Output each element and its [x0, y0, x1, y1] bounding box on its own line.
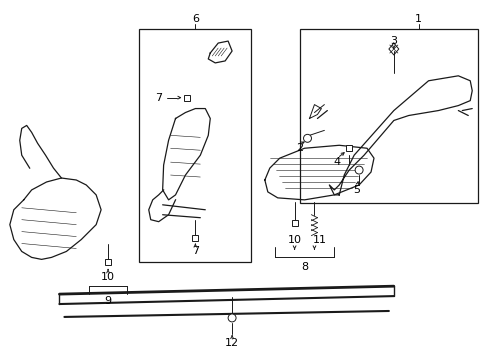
- Text: 11: 11: [312, 234, 326, 244]
- Text: 2: 2: [295, 143, 303, 153]
- Text: 4: 4: [333, 157, 340, 167]
- Circle shape: [303, 134, 311, 142]
- Text: 5: 5: [353, 185, 360, 195]
- Circle shape: [228, 314, 236, 322]
- Text: 7: 7: [191, 247, 199, 256]
- Bar: [299, 29, 477, 203]
- Bar: [184, 95, 190, 100]
- Bar: [105, 260, 111, 265]
- Text: 12: 12: [224, 338, 239, 348]
- Text: 3: 3: [389, 36, 397, 46]
- Text: 10: 10: [101, 272, 115, 282]
- Text: 6: 6: [191, 14, 199, 24]
- Circle shape: [354, 166, 362, 174]
- Bar: [139, 29, 250, 262]
- Bar: [346, 145, 351, 151]
- Text: 9: 9: [104, 296, 111, 306]
- Text: 8: 8: [300, 262, 307, 272]
- Bar: [291, 220, 297, 226]
- Text: 1: 1: [414, 14, 421, 24]
- Bar: [192, 235, 198, 240]
- Text: 7: 7: [155, 93, 162, 103]
- Text: 10: 10: [287, 234, 301, 244]
